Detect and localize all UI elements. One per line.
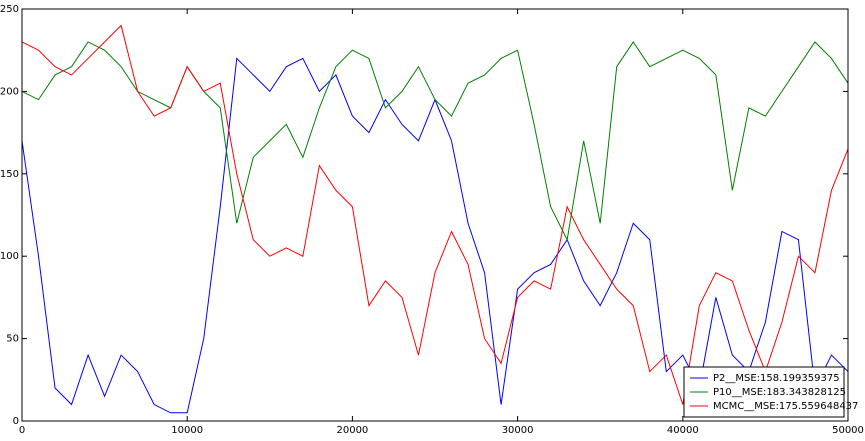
x-tick-label: 30000	[502, 425, 534, 436]
y-tick-label: 150	[0, 169, 19, 180]
legend-box	[683, 366, 845, 418]
legend-label: MCMC__MSE:175.559648437	[713, 401, 858, 412]
y-tick-label: 250	[0, 4, 19, 15]
y-tick-label: 0	[13, 416, 19, 427]
x-tick-label: 40000	[667, 425, 699, 436]
series-line	[21, 24, 849, 405]
plot-frame	[21, 8, 849, 422]
legend-label: P2__MSE:158.199359375	[713, 373, 840, 384]
series-line	[21, 57, 849, 414]
x-tick-label: 10000	[171, 425, 203, 436]
series-line	[21, 41, 849, 242]
y-tick-label: 100	[0, 251, 19, 262]
x-tick-label: 50000	[832, 425, 864, 436]
y-tick-label: 200	[0, 86, 19, 97]
legend-label: P10__MSE:183.343828125	[713, 387, 846, 398]
x-tick-label: 0	[19, 425, 25, 436]
x-tick-label: 20000	[336, 425, 368, 436]
y-tick-label: 50	[6, 334, 19, 345]
